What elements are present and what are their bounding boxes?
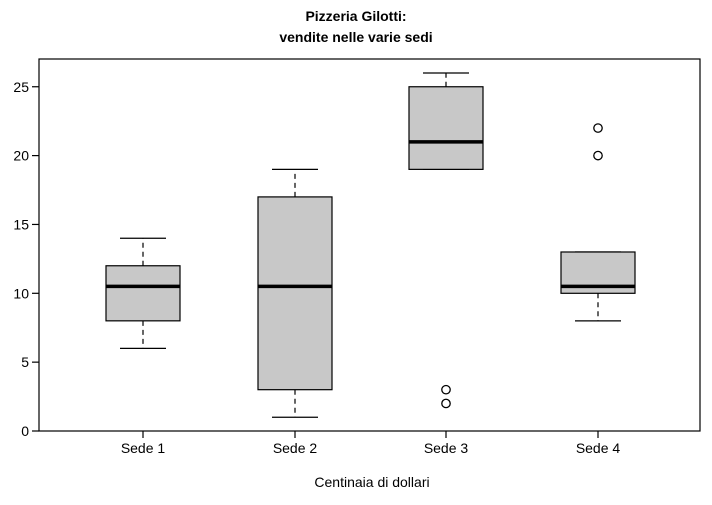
y-tick-label: 5 <box>21 354 29 370</box>
x-tick-label: Sede 3 <box>424 440 469 456</box>
y-tick-label: 15 <box>13 216 29 232</box>
box-group-3 <box>408 72 484 409</box>
box-group-4 <box>560 123 636 322</box>
plot-frame <box>38 58 701 432</box>
iqr-box <box>105 265 181 322</box>
y-tick-label: 25 <box>13 79 29 95</box>
y-tick-label: 10 <box>13 285 29 301</box>
x-tick-label: Sede 1 <box>121 440 166 456</box>
chart-title: Pizzeria Gilotti: <box>305 8 406 24</box>
y-tick-label: 0 <box>21 423 29 439</box>
x-axis-title: Centinaia di dollari <box>314 474 429 490</box>
chart-subtitle: vendite nelle varie sedi <box>279 29 432 45</box>
x-tick-label: Sede 2 <box>273 440 318 456</box>
x-axis: Sede 1 Sede 2 Sede 3 Sede 4 <box>121 431 621 456</box>
boxes-layer <box>105 72 636 418</box>
y-axis: 0 5 10 15 20 25 <box>13 79 39 439</box>
outlier-point <box>593 150 603 161</box>
iqr-box <box>257 196 333 391</box>
outlier-point <box>593 123 603 133</box>
box-group-1 <box>105 237 181 349</box>
outlier-point <box>441 398 451 409</box>
x-tick-label: Sede 4 <box>576 440 621 456</box>
box-group-2 <box>257 168 333 418</box>
outlier-point <box>441 384 451 395</box>
iqr-box <box>408 86 484 170</box>
y-tick-label: 20 <box>13 148 29 164</box>
